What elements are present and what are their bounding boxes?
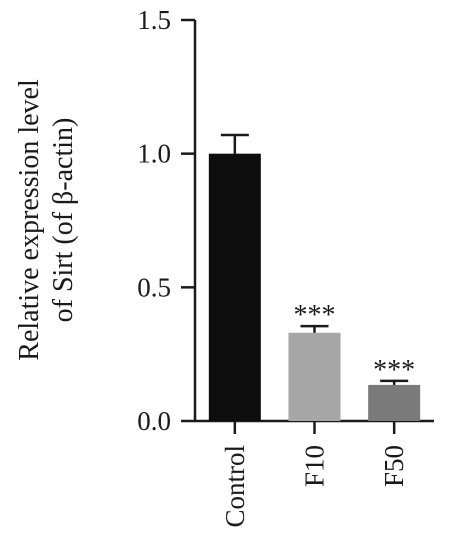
y-axis-label-line-2: of Sirt (of β-actin) [48, 118, 79, 323]
bar [368, 384, 421, 421]
y-tick-label: 1.5 [137, 5, 171, 35]
error-bars [220, 133, 409, 385]
bars [208, 153, 421, 421]
x-tick-label: F50 [379, 445, 409, 487]
bar [288, 332, 341, 421]
x-tick-label: Control [220, 445, 250, 528]
significance-labels: *** *** [294, 300, 416, 386]
significance-label: *** [373, 355, 415, 386]
y-tick-label: 1.0 [137, 139, 171, 169]
y-axis-label: Relative expression level of Sirt (of β-… [14, 79, 79, 361]
x-tick-labels: Control F10 F50 [220, 445, 409, 528]
bar [208, 153, 261, 421]
y-tick-label: 0.0 [137, 406, 171, 436]
y-axis-label-line-1: Relative expression level [14, 79, 45, 361]
y-tick-label: 0.5 [137, 272, 171, 302]
x-axis [194, 419, 434, 434]
significance-label: *** [294, 300, 336, 331]
x-tick-label: F10 [300, 445, 330, 487]
y-axis: 0.0 0.5 1.0 1.5 [137, 5, 197, 436]
